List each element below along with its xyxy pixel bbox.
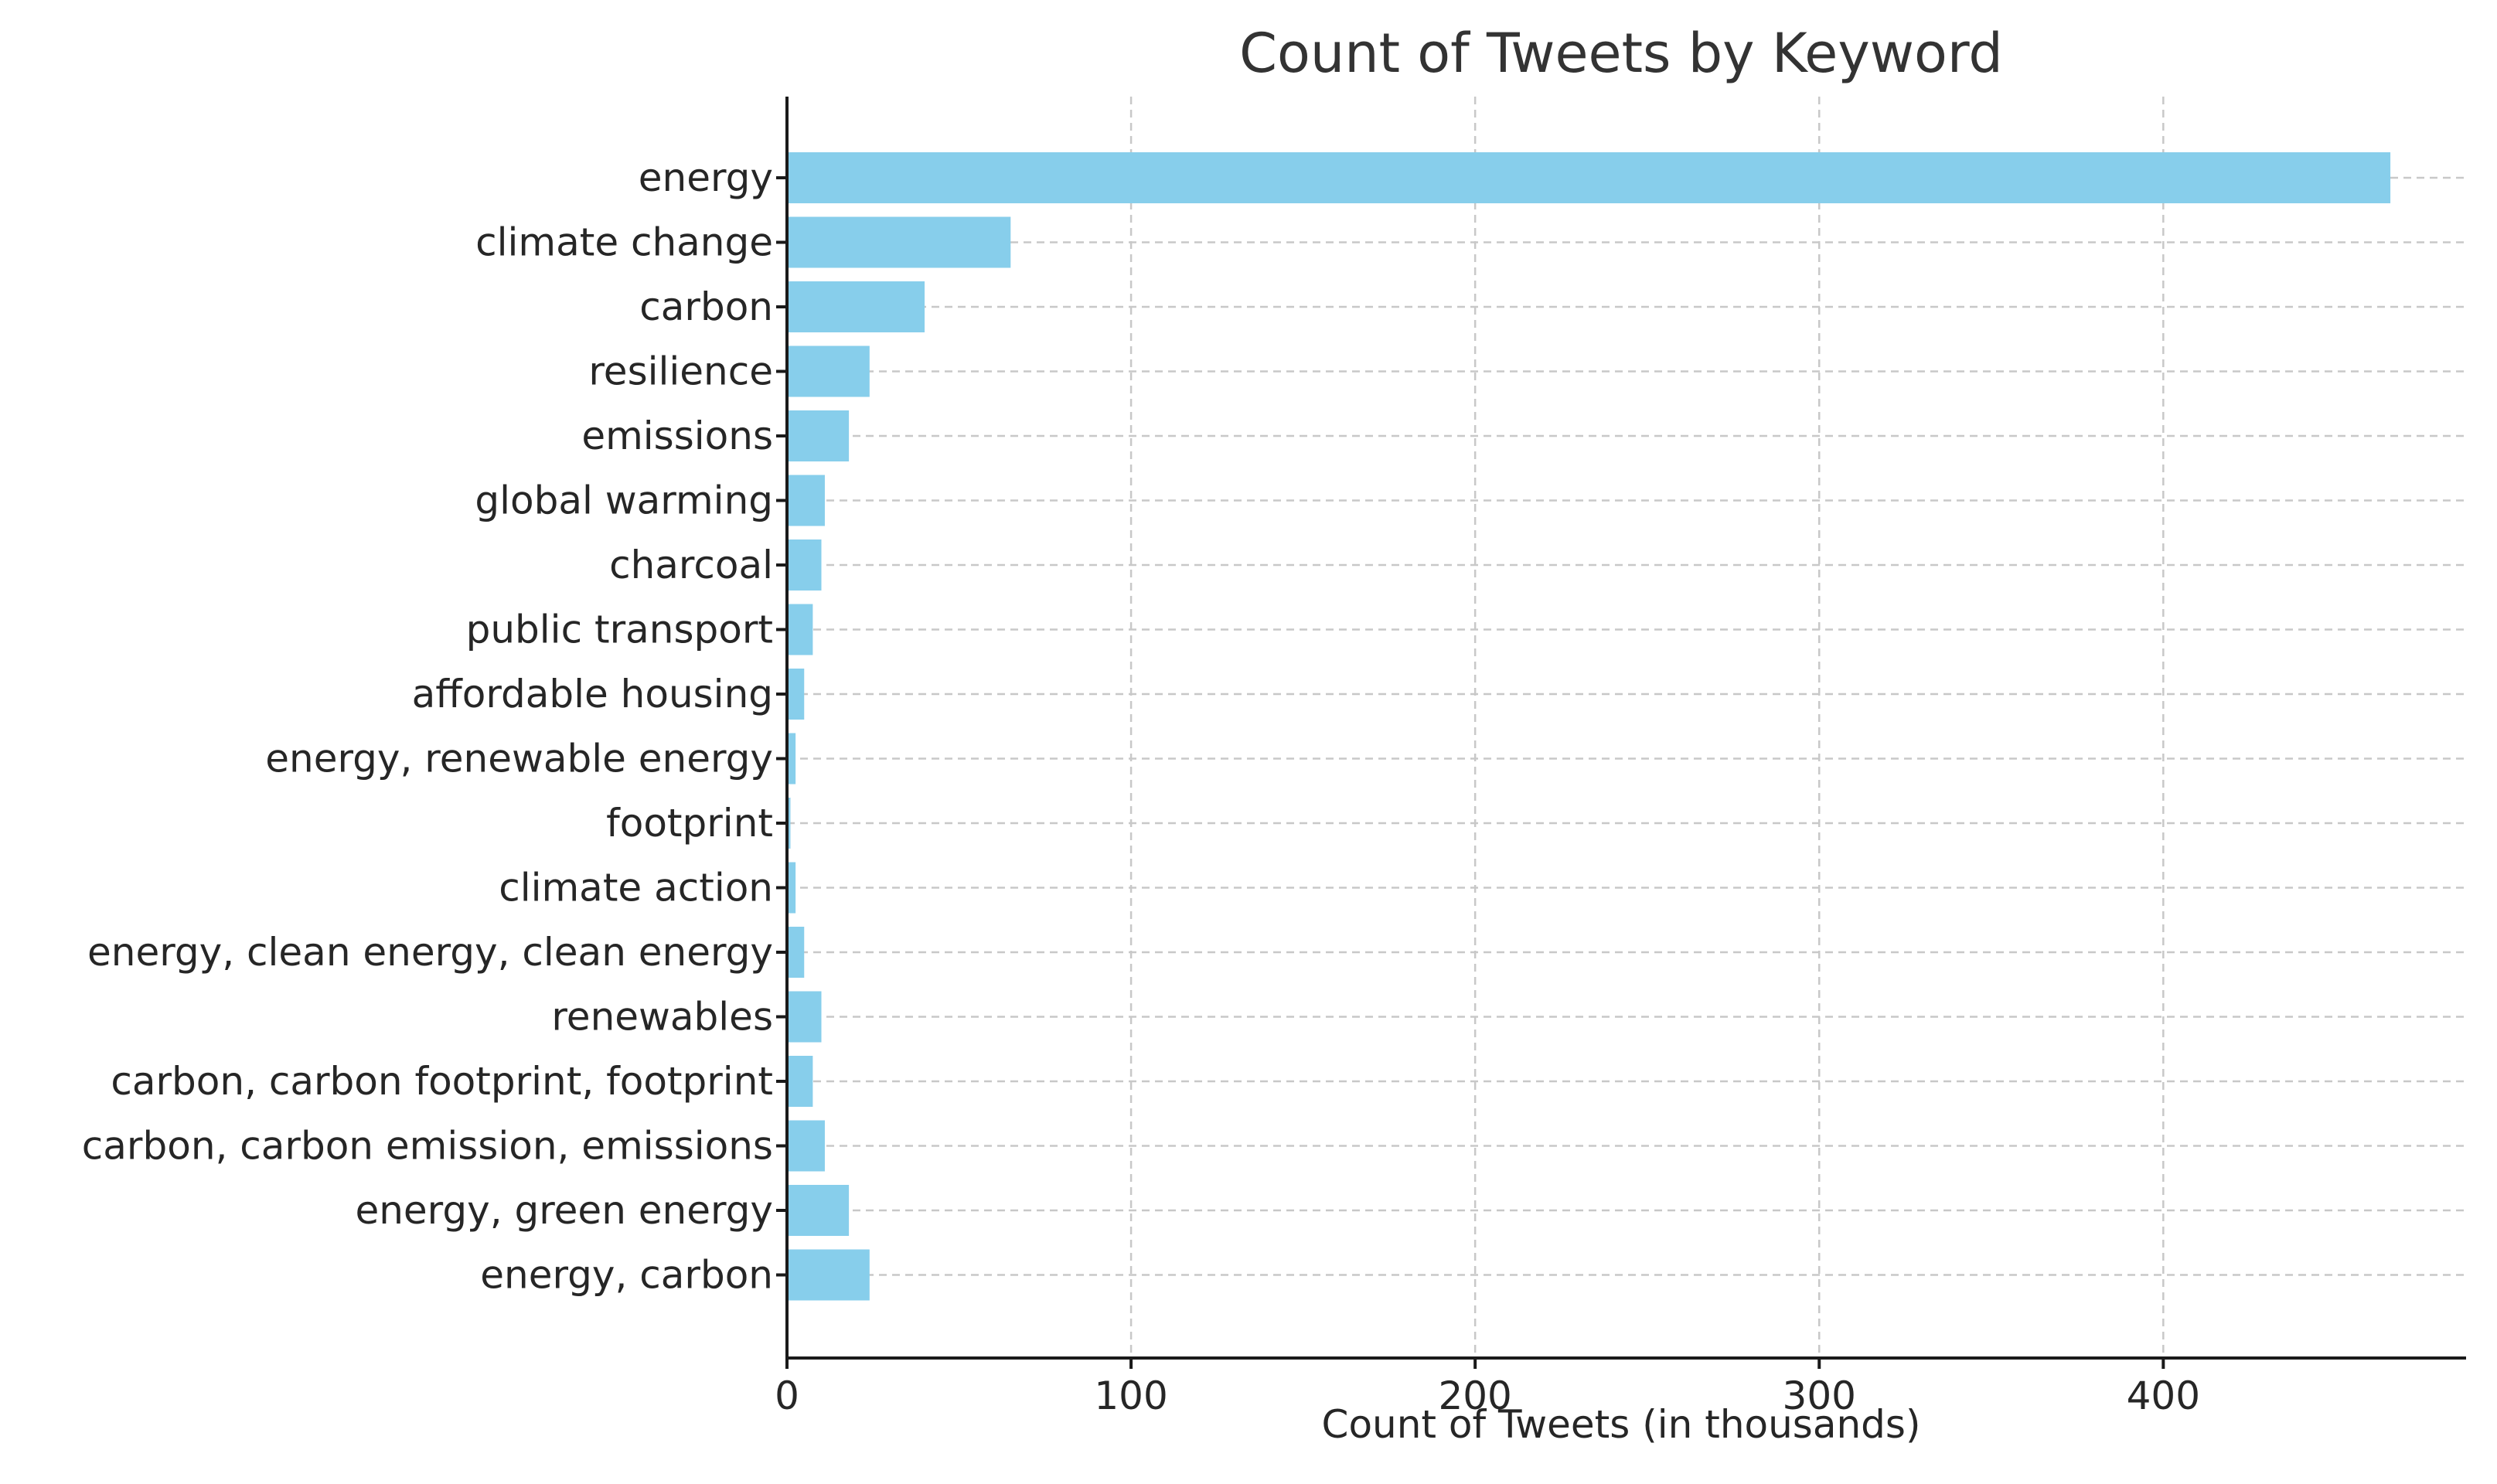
bar — [787, 1056, 813, 1107]
bar — [787, 1120, 825, 1172]
bar — [787, 927, 805, 978]
bars-layer — [787, 152, 2391, 1301]
category-label: energy, clean energy, clean energy — [87, 930, 773, 975]
chart-title: Count of Tweets by Keyword — [1239, 22, 2003, 85]
bar — [787, 539, 822, 591]
bar — [787, 152, 2391, 203]
bar — [787, 410, 850, 461]
category-label: public transport — [466, 608, 773, 652]
category-label: carbon, carbon emission, emissions — [82, 1124, 773, 1169]
bar — [787, 1185, 850, 1236]
category-label: affordable housing — [412, 672, 773, 716]
bar — [787, 281, 925, 332]
x-tick-label: 100 — [1094, 1373, 1167, 1418]
category-label: energy, green energy — [355, 1188, 773, 1233]
bar — [787, 216, 1011, 268]
x-axis-label: Count of Tweets (in thousands) — [1322, 1402, 1921, 1447]
category-label: footprint — [606, 801, 773, 846]
bar — [787, 991, 822, 1043]
bar — [787, 475, 825, 526]
category-label: resilience — [588, 349, 773, 394]
category-label: carbon, carbon footprint, footprint — [111, 1059, 773, 1104]
bar — [787, 1249, 870, 1301]
axes-layer — [776, 97, 2466, 1369]
grid-layer — [787, 97, 2466, 1358]
bar — [787, 862, 796, 914]
bar — [787, 669, 805, 720]
category-label: renewables — [551, 995, 773, 1040]
bar — [787, 798, 791, 849]
x-tick-label: 200 — [1438, 1373, 1511, 1418]
category-label: energy, renewable energy — [265, 737, 773, 781]
y-tick-labels: energy climate change carbon resilience emis… — [82, 155, 773, 1298]
category-label: climate action — [499, 866, 773, 910]
x-tick-label: 300 — [1783, 1373, 1856, 1418]
bar — [787, 604, 813, 655]
category-label: charcoal — [609, 543, 773, 587]
bar — [787, 733, 796, 785]
category-label: carbon — [639, 284, 773, 329]
category-label: climate change — [475, 220, 773, 265]
category-label: emissions — [581, 414, 773, 458]
bar — [787, 345, 870, 397]
x-tick-label: 0 — [775, 1373, 799, 1418]
x-tick-label: 400 — [2127, 1373, 2200, 1418]
category-label: energy — [639, 155, 773, 200]
x-tick-labels: 0 100 200 300 400 — [775, 1373, 2200, 1418]
category-label: global warming — [475, 478, 773, 523]
category-label: energy, carbon — [480, 1253, 773, 1298]
